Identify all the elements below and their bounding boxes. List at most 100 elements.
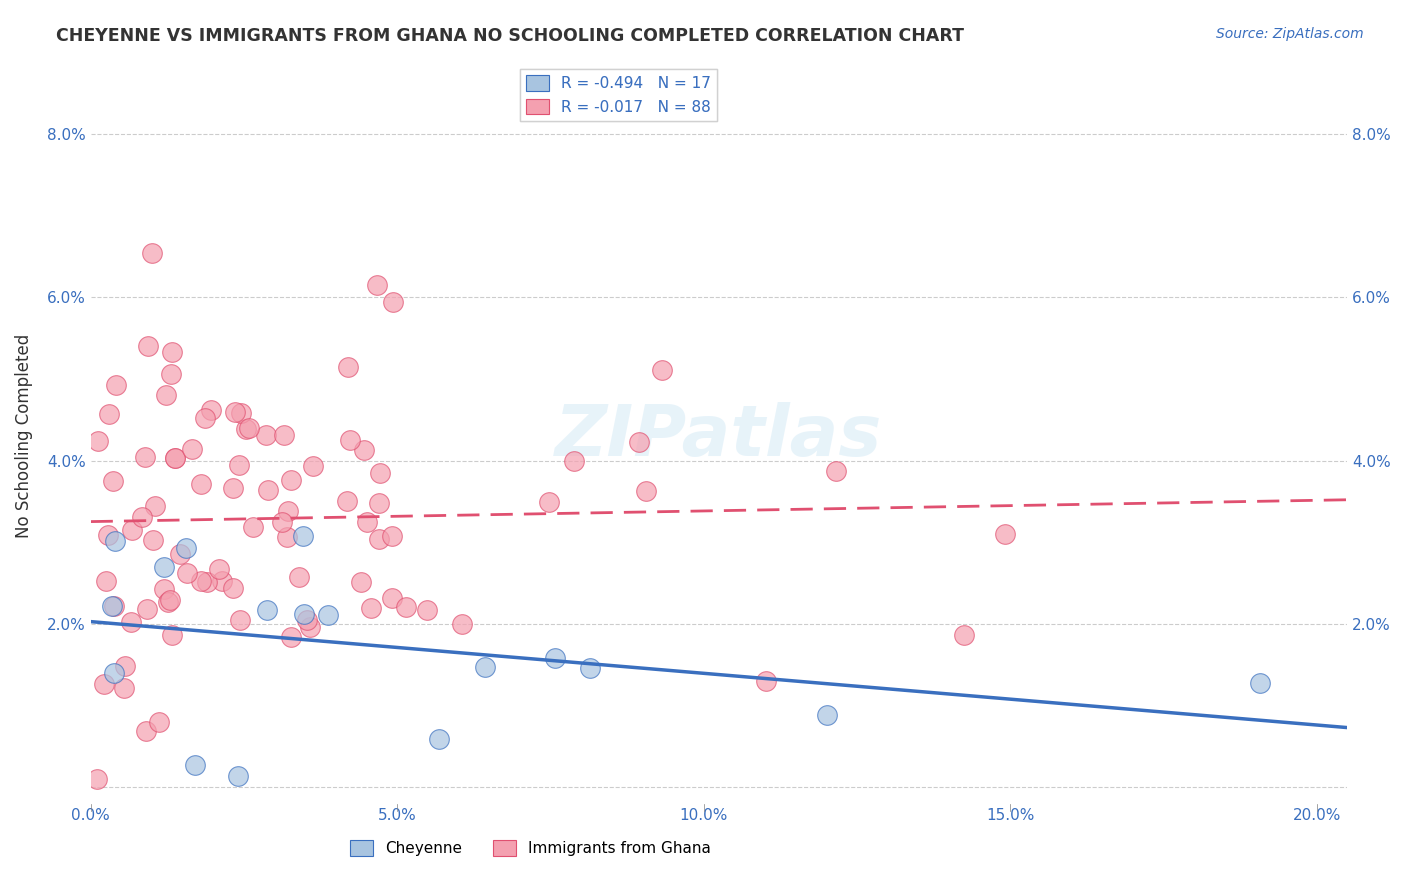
Point [353, 442, 375, 457]
Point [120, 615, 142, 630]
Point [112, 681, 135, 695]
Point [238, 421, 260, 435]
Point [143, 499, 166, 513]
Point [103, 666, 125, 681]
Point [578, 661, 600, 675]
Legend: R = -0.494   N = 17, R = -0.017   N = 88: R = -0.494 N = 17, R = -0.017 N = 88 [520, 69, 717, 120]
Point [254, 428, 277, 442]
Point [153, 582, 176, 597]
Point [316, 608, 339, 623]
Point [98, 407, 121, 421]
Point [142, 533, 165, 548]
Point [292, 607, 315, 622]
Point [162, 345, 184, 359]
Point [104, 534, 127, 549]
Point [93, 677, 115, 691]
Point [181, 442, 204, 456]
Y-axis label: No Schooling Completed: No Schooling Completed [15, 334, 32, 538]
Point [195, 575, 218, 590]
Point [636, 483, 658, 498]
Point [295, 614, 318, 628]
Point [194, 410, 217, 425]
Point [200, 403, 222, 417]
Point [360, 600, 382, 615]
Point [159, 593, 181, 607]
Point [131, 509, 153, 524]
Point [97, 528, 120, 542]
Point [395, 599, 418, 614]
Point [543, 651, 565, 665]
Point [337, 359, 360, 374]
Point [224, 405, 246, 419]
Point [298, 620, 321, 634]
Point [229, 406, 252, 420]
Point [156, 594, 179, 608]
Point [100, 599, 122, 614]
Point [336, 493, 359, 508]
Point [277, 504, 299, 518]
Point [162, 628, 184, 642]
Point [651, 363, 673, 377]
Point [451, 617, 474, 632]
Point [368, 466, 391, 480]
Point [136, 339, 159, 353]
Point [381, 295, 404, 310]
Point [135, 723, 157, 738]
Point [96, 574, 118, 588]
Point [627, 435, 650, 450]
Point [381, 529, 404, 543]
Point [86, 772, 108, 786]
Point [103, 599, 125, 614]
Point [176, 541, 198, 555]
Point [276, 530, 298, 544]
Point [165, 450, 187, 465]
Point [222, 581, 245, 595]
Text: ZIPatlas: ZIPatlas [555, 401, 883, 471]
Point [163, 450, 186, 465]
Point [235, 422, 257, 436]
Point [537, 495, 560, 509]
Point [134, 450, 156, 464]
Point [226, 769, 249, 783]
Point [176, 566, 198, 581]
Point [427, 732, 450, 747]
Point [815, 708, 838, 723]
Point [356, 515, 378, 529]
Point [114, 659, 136, 673]
Point [280, 630, 302, 644]
Point [153, 560, 176, 574]
Point [381, 591, 404, 606]
Point [207, 561, 229, 575]
Point [222, 482, 245, 496]
Point [211, 574, 233, 588]
Point [474, 660, 496, 674]
Point [824, 464, 846, 478]
Point [366, 278, 388, 293]
Point [141, 245, 163, 260]
Point [1249, 676, 1271, 690]
Point [368, 496, 391, 510]
Point [280, 473, 302, 487]
Point [105, 378, 128, 392]
Point [339, 433, 361, 447]
Point [87, 434, 110, 449]
Point [136, 602, 159, 616]
Point [562, 454, 585, 468]
Point [302, 459, 325, 474]
Point [256, 483, 278, 498]
Point [184, 758, 207, 772]
Point [292, 529, 315, 543]
Point [994, 527, 1017, 541]
Point [273, 428, 295, 442]
Text: CHEYENNE VS IMMIGRANTS FROM GHANA NO SCHOOLING COMPLETED CORRELATION CHART: CHEYENNE VS IMMIGRANTS FROM GHANA NO SCH… [56, 27, 965, 45]
Point [755, 673, 778, 688]
Point [228, 458, 250, 473]
Point [270, 516, 292, 530]
Point [159, 367, 181, 381]
Point [155, 388, 177, 402]
Point [350, 575, 373, 590]
Point [190, 574, 212, 588]
Point [101, 475, 124, 489]
Text: Source: ZipAtlas.com: Source: ZipAtlas.com [1216, 27, 1364, 41]
Point [367, 533, 389, 547]
